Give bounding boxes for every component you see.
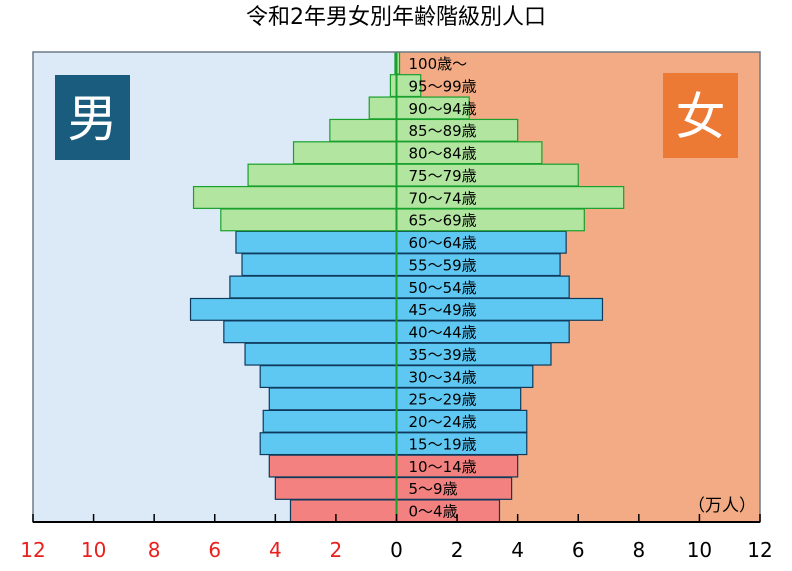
age-label-20: 100歳～ <box>409 55 468 73</box>
age-label-10: 50～54歳 <box>409 279 477 297</box>
age-label-4: 20～24歳 <box>409 413 477 431</box>
x-axis-tick-labels: 12 10 8 6 4 2 0 2 4 6 8 10 12 <box>20 538 772 562</box>
male-bar-11 <box>241 253 398 277</box>
x-tick-label-11: 10 <box>687 538 712 562</box>
x-tick-label-3: 6 <box>208 538 221 562</box>
x-axis-ticks <box>32 514 761 522</box>
chart-title: 令和2年男女別年齢階級別人口 <box>246 5 546 30</box>
age-label-6: 30～34歳 <box>409 368 477 386</box>
male-bar-1 <box>274 476 398 500</box>
male-bar-2 <box>268 454 398 478</box>
age-label-0: 0～4歳 <box>409 503 458 521</box>
age-label-17: 85～89歳 <box>409 122 477 140</box>
male-bar-5 <box>268 387 398 411</box>
age-label-9: 45～49歳 <box>409 301 477 319</box>
age-label-3: 15～19歳 <box>409 435 477 453</box>
unit-label: （万人） <box>688 496 756 516</box>
age-label-14: 70～74歳 <box>409 189 477 207</box>
male-bar-17 <box>329 118 398 142</box>
x-tick-label-5: 2 <box>330 538 343 562</box>
age-label-2: 10～14歳 <box>409 458 477 476</box>
age-label-7: 35～39歳 <box>409 346 477 364</box>
male-badge-label: 男 <box>68 90 118 148</box>
male-bar-7 <box>244 342 398 366</box>
age-label-11: 55～59歳 <box>409 256 477 274</box>
male-bar-9 <box>189 297 398 321</box>
male-bar-10 <box>229 275 398 299</box>
male-bar-0 <box>289 499 398 523</box>
x-tick-label-2: 8 <box>148 538 161 562</box>
male-bar-6 <box>259 365 398 389</box>
x-tick-label-0: 12 <box>20 538 45 562</box>
age-label-8: 40～44歳 <box>409 324 477 342</box>
x-tick-label-12: 12 <box>747 538 772 562</box>
male-bar-3 <box>259 432 398 456</box>
male-bar-15 <box>247 163 398 187</box>
age-label-19: 95～99歳 <box>409 77 477 95</box>
age-label-12: 60～64歳 <box>409 234 477 252</box>
age-label-16: 80～84歳 <box>409 145 477 163</box>
female-badge <box>663 73 738 158</box>
age-label-1: 5～9歳 <box>409 480 458 498</box>
age-labels: 0～4歳 5～9歳 10～14歳 15～19歳 20～24歳 25～29歳 30～34歳 35… <box>409 55 477 521</box>
male-bars <box>189 51 398 523</box>
x-tick-label-1: 10 <box>81 538 106 562</box>
x-tick-label-8: 4 <box>511 538 524 562</box>
age-label-5: 25～29歳 <box>409 391 477 409</box>
male-bar-8 <box>223 320 398 344</box>
x-tick-label-10: 8 <box>632 538 645 562</box>
age-label-15: 75～79歳 <box>409 167 477 185</box>
male-badge <box>55 75 130 160</box>
x-tick-label-4: 4 <box>269 538 282 562</box>
x-tick-label-7: 2 <box>451 538 464 562</box>
x-tick-label-6: 0 <box>390 538 403 562</box>
male-bar-16 <box>292 141 398 165</box>
male-bar-12 <box>235 230 398 254</box>
male-bar-4 <box>262 409 398 433</box>
age-label-13: 65～69歳 <box>409 212 477 230</box>
female-badge-label: 女 <box>676 88 726 146</box>
age-label-18: 90～94歳 <box>409 100 477 118</box>
x-tick-label-9: 6 <box>572 538 585 562</box>
male-bar-13 <box>220 208 398 232</box>
male-bar-18 <box>368 96 398 120</box>
male-bar-14 <box>192 185 398 209</box>
